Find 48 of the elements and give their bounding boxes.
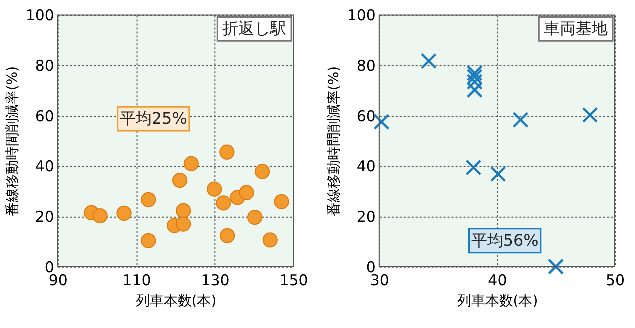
annotation: 平均25% [120, 109, 188, 128]
point [220, 228, 236, 244]
point [184, 156, 199, 172]
point [262, 232, 278, 248]
point [172, 172, 188, 188]
point [466, 160, 482, 176]
x-tick-label: 50 [606, 271, 626, 290]
point [92, 208, 108, 224]
y-tick-label: 80 [35, 57, 54, 76]
point [374, 114, 390, 130]
point [239, 185, 254, 200]
point [254, 164, 270, 180]
point [176, 216, 192, 232]
point [220, 144, 235, 160]
y-tick-label: 100 [347, 6, 376, 25]
point [176, 203, 192, 219]
point [247, 210, 263, 226]
x-axis-title: 列車本数(本) [457, 293, 538, 310]
annotation: 車両基地 [544, 19, 608, 38]
point [141, 192, 156, 208]
y-tick-label: 20 [35, 208, 54, 226]
x-tick-label: 130 [201, 271, 230, 290]
point [141, 233, 156, 248]
point [466, 74, 483, 90]
point [216, 196, 232, 211]
annotation: 折返し駅 [222, 19, 287, 38]
annotation: 平均56% [471, 230, 539, 250]
x-axis-title: 列車本数(本) [136, 293, 217, 310]
y-tick-label: 40 [356, 158, 376, 176]
x-tick-label: 150 [280, 271, 308, 290]
point [274, 194, 290, 210]
y-tick-label: 60 [35, 107, 54, 126]
x-tick-label: 40 [488, 271, 508, 290]
point [207, 182, 222, 197]
y-tick-label: 20 [356, 208, 376, 226]
point [582, 107, 598, 124]
y-tick-label: 40 [35, 158, 54, 176]
y-axis-title: 番線移動時間削減率(%) [326, 66, 342, 217]
y-tick-label: 60 [356, 107, 376, 126]
y-axis-title: 番線移動時間削減率(%) [4, 66, 21, 217]
point [116, 206, 132, 222]
point [490, 166, 506, 182]
point [512, 112, 529, 128]
x-tick-label: 110 [122, 271, 152, 290]
y-tick-label: 100 [26, 6, 54, 25]
point [548, 258, 564, 275]
point [420, 53, 437, 70]
y-tick-label: 80 [356, 57, 376, 76]
